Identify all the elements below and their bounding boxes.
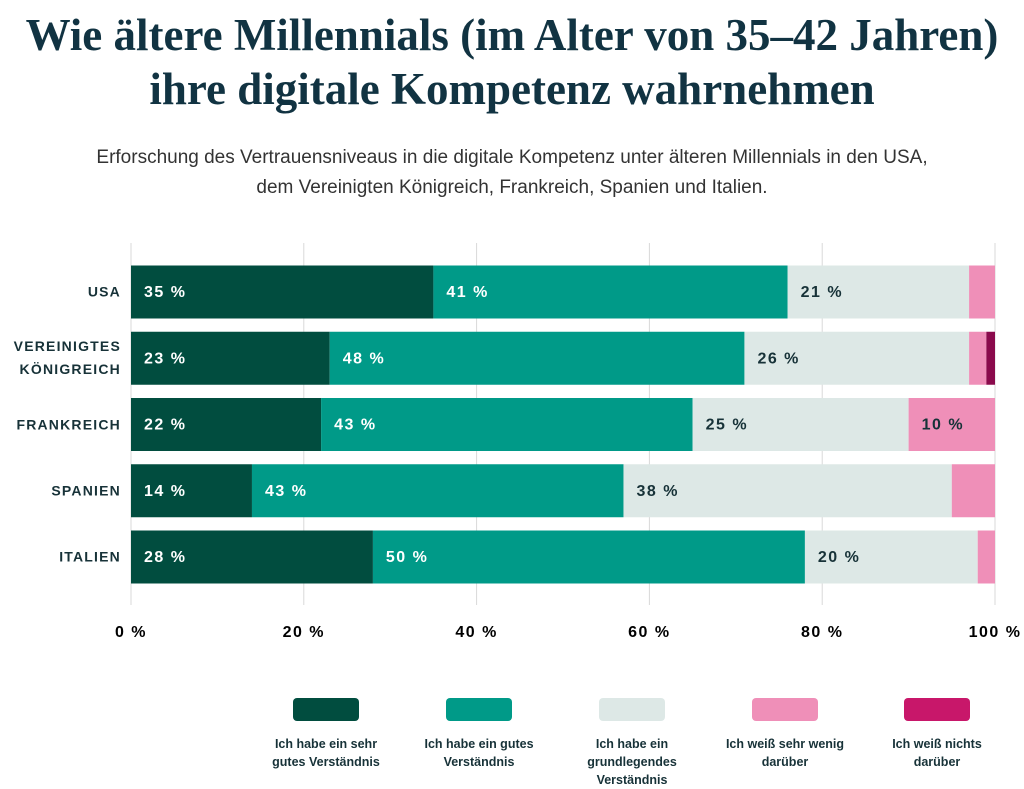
bar-segment xyxy=(131,530,373,584)
data-label: 23 % xyxy=(144,350,186,367)
x-tick-label: 0 % xyxy=(115,624,147,641)
y-tick-label: ITALIEN xyxy=(59,548,121,565)
legend-label: Ich habe ein grundlegendes Verständnis xyxy=(587,737,677,787)
legend-item: Ich weiß sehr wenig darüber xyxy=(720,698,850,771)
bar-segment xyxy=(321,398,693,451)
data-label: 50 % xyxy=(386,549,428,566)
x-tick-label: 20 % xyxy=(283,624,325,641)
legend-label: Ich weiß sehr wenig darüber xyxy=(725,737,845,769)
legend-swatch xyxy=(904,698,970,721)
legend-label: Ich habe ein sehr gutes Verständnis xyxy=(272,737,380,769)
legend-label: Ich habe ein gutes Verständnis xyxy=(424,737,534,769)
chart-subtitle: Erforschung des Vertrauensniveaus in die… xyxy=(96,147,928,198)
x-tick-label: 60 % xyxy=(628,624,670,641)
x-tick-label: 40 % xyxy=(455,624,497,641)
legend-swatch xyxy=(599,698,665,721)
data-label: 25 % xyxy=(706,417,748,434)
y-tick-label: FRANKREICH xyxy=(16,416,121,432)
bar-segment xyxy=(969,265,995,319)
legend-item: Ich habe ein sehr gutes Verständnis xyxy=(261,698,391,771)
bar-segment xyxy=(977,530,995,584)
bar-segment xyxy=(329,331,745,385)
bar-segment xyxy=(692,398,909,451)
bar-segment xyxy=(908,398,995,451)
x-tick-label: 100 % xyxy=(969,624,1022,641)
bar-segment xyxy=(744,331,970,385)
data-label: 20 % xyxy=(818,549,860,566)
data-label: 28 % xyxy=(144,549,186,566)
legend-item: Ich weiß nichts darüber xyxy=(872,698,1002,771)
bar-segment xyxy=(986,331,995,385)
y-tick-label: SPANIEN xyxy=(51,482,121,499)
data-label: 48 % xyxy=(343,350,385,367)
bar-segment xyxy=(951,464,995,518)
legend-label: Ich weiß nichts darüber xyxy=(892,737,982,769)
data-label: 41 % xyxy=(446,284,488,301)
bar-segment xyxy=(623,464,952,518)
bar-segment xyxy=(804,530,978,584)
data-label: 21 % xyxy=(801,284,843,301)
data-label: 26 % xyxy=(757,350,799,367)
x-tick-label: 80 % xyxy=(801,624,843,641)
bar-segment xyxy=(433,265,788,319)
data-label: 10 % xyxy=(922,417,964,434)
bar-segment xyxy=(131,265,434,319)
bar-segment xyxy=(131,398,322,451)
data-label: 38 % xyxy=(636,483,678,500)
legend-swatch xyxy=(752,698,818,721)
legend-item: Ich habe ein grundlegendes Verständnis xyxy=(567,698,697,789)
legend-swatch xyxy=(293,698,359,721)
bar-segment xyxy=(969,331,987,385)
bar-segment xyxy=(131,331,330,385)
y-tick-label: USA xyxy=(87,283,121,300)
data-label: 43 % xyxy=(265,483,307,500)
legend-item: Ich habe ein gutes Verständnis xyxy=(414,698,544,771)
bar-segment xyxy=(131,464,252,518)
bar-segment xyxy=(787,265,970,319)
data-label: 22 % xyxy=(144,417,186,434)
data-label: 43 % xyxy=(334,417,376,434)
y-tick-label: VEREINIGTES KÖNIGREICH xyxy=(13,338,121,378)
data-label: 35 % xyxy=(144,284,186,301)
chart-title: Wie ältere Millennials (im Alter von 35–… xyxy=(25,10,999,114)
bar-segment xyxy=(372,530,805,584)
legend-swatch xyxy=(446,698,512,721)
data-label: 14 % xyxy=(144,483,186,500)
bar-segment xyxy=(251,464,624,518)
